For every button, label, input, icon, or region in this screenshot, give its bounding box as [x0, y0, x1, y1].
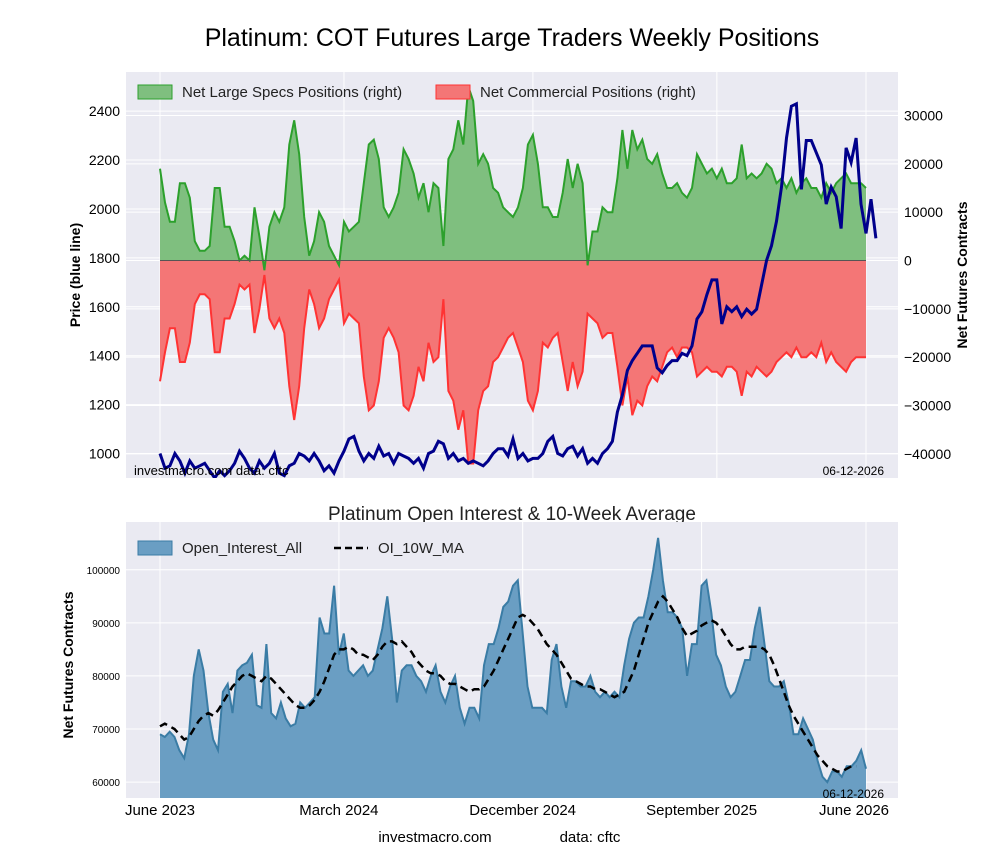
large-specs-line [159, 86, 867, 271]
bottom-ytick-label: 100000 [87, 566, 121, 577]
footer-site: investmacro.com [378, 829, 491, 846]
open-interest-area [160, 537, 866, 798]
top-chart-title: Platinum: COT Futures Large Traders Week… [205, 24, 820, 52]
bottom-ytick-label: 70000 [92, 725, 120, 736]
right-ytick-label: 30000 [904, 108, 943, 124]
top-left-yticks: 1000 1200 1400 1600 1800 2000 2200 2400 [89, 103, 120, 461]
bottom-legend: Open_Interest_All OI_10W_MA [137, 540, 464, 557]
commercial-line [159, 274, 866, 465]
top-legend: Net Large Specs Positions (right) Net Co… [137, 84, 696, 101]
left-ytick-label: 1200 [89, 397, 120, 413]
left-ytick-label: 1800 [89, 250, 120, 266]
top-right-ylabel: Net Futures Contracts [954, 201, 970, 348]
left-ytick-label: 2000 [89, 201, 120, 217]
bottom-xtick-label: June 2026 [819, 802, 889, 819]
bottom-yticks: 60000 70000 80000 90000 100000 [87, 566, 121, 789]
legend-swatch-commercial [435, 84, 471, 100]
footer-source: data: cftc [560, 829, 621, 846]
top-watermark: investmacro.com data: cftc [134, 463, 289, 478]
right-ytick-label: 10000 [904, 204, 943, 220]
top-right-yticks: −40000 −30000 −20000 −10000 0 10000 20000 30000 [904, 108, 951, 462]
right-ytick-label: −30000 [904, 398, 951, 414]
open-interest-line [159, 537, 867, 784]
bottom-ytick-label: 60000 [92, 778, 120, 789]
price-line [158, 101, 878, 478]
bottom-xtick-label: March 2024 [299, 802, 378, 819]
bottom-ytick-label: 90000 [92, 619, 120, 630]
legend-swatch-open-interest [137, 540, 173, 556]
bottom-xtick-label: December 2024 [469, 802, 576, 819]
left-ytick-label: 1000 [89, 446, 120, 462]
bottom-xtick-label: June 2023 [125, 802, 195, 819]
right-ytick-label: −10000 [904, 301, 951, 317]
right-ytick-label: −40000 [904, 446, 951, 462]
bottom-chart-title: Platinum Open Interest & 10-Week Average [328, 504, 696, 525]
left-ytick-label: 1400 [89, 348, 120, 364]
commercial-area [160, 260, 866, 464]
oi-10w-ma-line [159, 594, 857, 773]
legend-label-oi-ma: OI_10W_MA [378, 540, 464, 557]
top-plot-layer [158, 86, 878, 478]
legend-label-open-interest: Open_Interest_All [182, 540, 302, 557]
top-date-stamp: 06-12-2026 [823, 464, 885, 478]
bottom-date-stamp: 06-12-2026 [823, 787, 885, 801]
right-ytick-label: 0 [904, 253, 912, 269]
bottom-ytick-label: 80000 [92, 672, 120, 683]
bottom-plot-layer [159, 537, 867, 798]
right-ytick-label: 20000 [904, 156, 943, 172]
legend-label-commercial: Net Commercial Positions (right) [480, 84, 696, 101]
right-ytick-label: −20000 [904, 349, 951, 365]
left-ytick-label: 2400 [89, 103, 120, 119]
top-left-ylabel: Price (blue line) [67, 223, 83, 327]
legend-swatch-large-specs [137, 84, 173, 100]
large-specs-area [160, 86, 866, 271]
left-ytick-label: 2200 [89, 152, 120, 168]
left-ytick-label: 1600 [89, 299, 120, 315]
bottom-xtick-label: September 2025 [646, 802, 757, 819]
bottom-ylabel: Net Futures Contracts [60, 591, 76, 738]
bottom-xticks: June 2023 March 2024 December 2024 Septembe… [125, 802, 889, 819]
legend-label-large-specs: Net Large Specs Positions (right) [182, 84, 402, 101]
